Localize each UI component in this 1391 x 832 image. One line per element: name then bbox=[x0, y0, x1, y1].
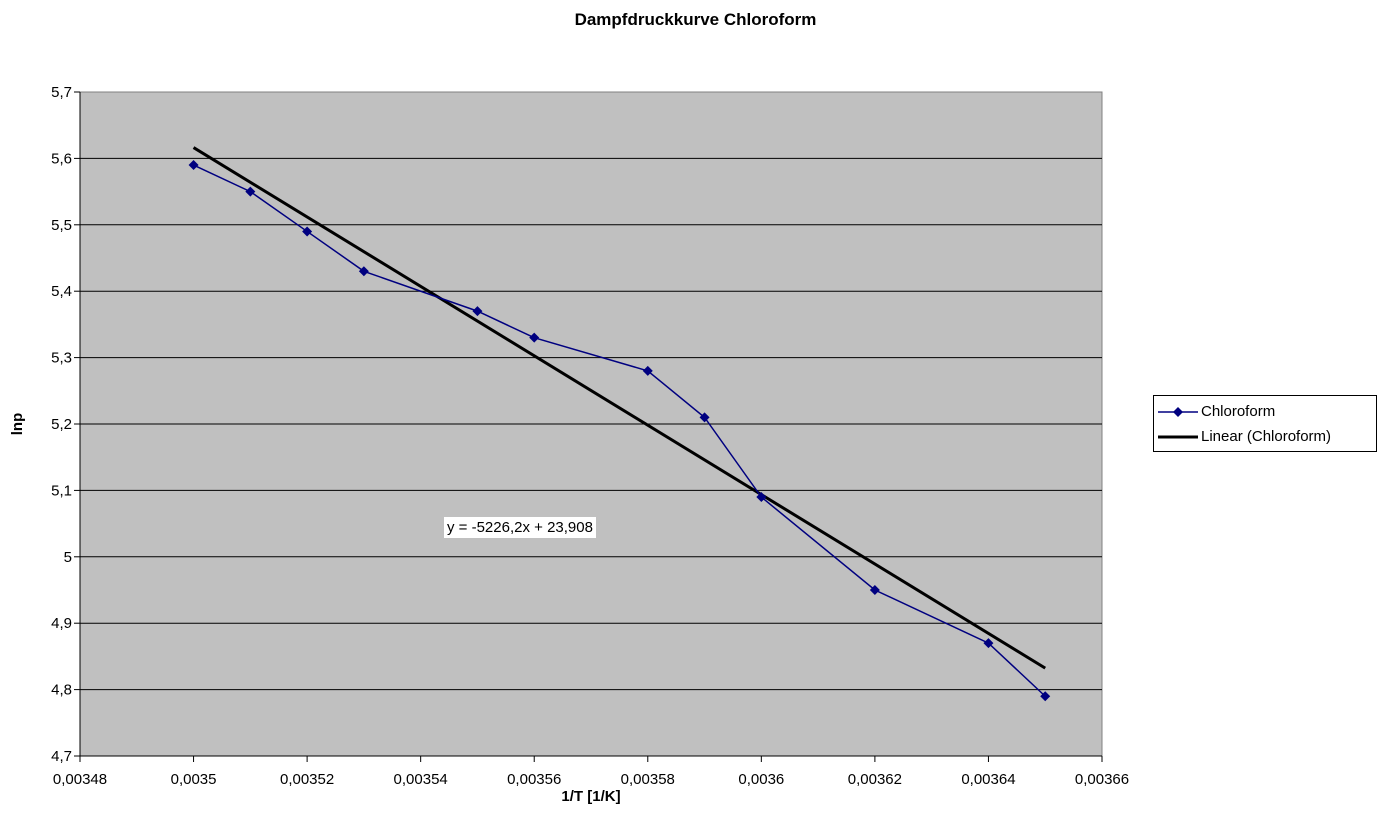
legend: Chloroform Linear (Chloroform) bbox=[1153, 395, 1377, 452]
data-point bbox=[472, 306, 483, 317]
y-tick-label: 5,6 bbox=[51, 150, 72, 167]
legend-line-icon bbox=[1158, 435, 1198, 439]
legend-diamond-line-icon bbox=[1158, 407, 1198, 417]
y-tick-label: 5,4 bbox=[51, 283, 72, 300]
y-tick-label: 5,1 bbox=[51, 482, 72, 499]
x-tick-label: 0,0036 bbox=[738, 771, 784, 788]
y-tick-label: 5,2 bbox=[51, 416, 72, 433]
y-tick-label: 4,8 bbox=[51, 682, 72, 699]
data-point bbox=[1040, 691, 1051, 702]
x-axis-title: 1/T [1/K] bbox=[561, 788, 620, 805]
y-tick-label: 5,3 bbox=[51, 350, 72, 367]
legend-item-trendline: Linear (Chloroform) bbox=[1154, 427, 1376, 447]
series-layer bbox=[188, 160, 1051, 702]
axes bbox=[74, 91, 1103, 762]
y-tick-label: 5,7 bbox=[51, 84, 72, 101]
data-point bbox=[642, 365, 653, 376]
data-point bbox=[699, 412, 710, 423]
data-point bbox=[983, 638, 994, 649]
y-axis-title: lnp bbox=[9, 413, 26, 436]
x-tick-label: 0,00354 bbox=[394, 771, 448, 788]
trendline bbox=[192, 146, 1047, 670]
trendline-layer bbox=[192, 146, 1047, 670]
x-tick-label: 0,00364 bbox=[961, 771, 1015, 788]
data-point bbox=[302, 226, 313, 237]
legend-label-series: Chloroform bbox=[1201, 403, 1276, 420]
x-tick-label: 0,00366 bbox=[1075, 771, 1129, 788]
y-tick-label: 4,7 bbox=[51, 748, 72, 765]
data-point bbox=[358, 266, 369, 277]
x-tick-label: 0,00358 bbox=[621, 771, 675, 788]
x-tick-label: 0,00352 bbox=[280, 771, 334, 788]
chart-title: Dampfdruckkurve Chloroform bbox=[574, 10, 817, 29]
y-tick-labels: 4,7 4,8 4,9 5 5,1 5,2 5,3 5,4 5,5 5,6 5,7 bbox=[51, 84, 72, 765]
data-point bbox=[869, 585, 880, 595]
x-tick-label: 0,00356 bbox=[507, 771, 561, 788]
legend-item-series: Chloroform bbox=[1154, 402, 1376, 422]
y-tick-label: 5 bbox=[64, 549, 72, 566]
data-point bbox=[188, 160, 199, 171]
x-tick-label: 0,0035 bbox=[171, 771, 217, 788]
trendline-equation: y = -5226,2x + 23,908 bbox=[444, 517, 596, 538]
y-tick-label: 5,5 bbox=[51, 217, 72, 234]
data-point bbox=[529, 332, 540, 343]
data-point bbox=[756, 492, 767, 503]
data-point bbox=[245, 186, 256, 197]
legend-label-trendline: Linear (Chloroform) bbox=[1201, 428, 1332, 445]
series-line bbox=[193, 164, 1046, 697]
x-tick-label: 0,00348 bbox=[53, 771, 107, 788]
x-tick-labels: 0,00348 0,0035 0,00352 0,00354 0,00356 0,0035… bbox=[53, 771, 1129, 788]
y-tick-label: 4,9 bbox=[51, 615, 72, 632]
grid-lines bbox=[80, 157, 1102, 691]
x-tick-label: 0,00362 bbox=[848, 771, 902, 788]
